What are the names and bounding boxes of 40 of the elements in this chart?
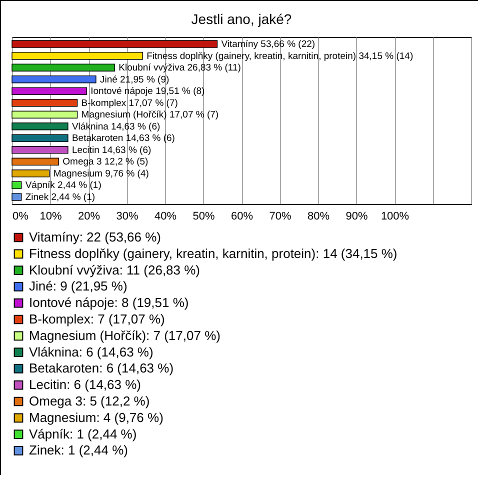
data-label: Vápník 2,44 % (1) bbox=[25, 180, 102, 192]
x-tick-label: 20% bbox=[78, 210, 100, 222]
data-label: Magnesium 9,76 % (4) bbox=[53, 168, 149, 180]
legend-label: Jiné: 9 (21,95 %) bbox=[29, 278, 128, 294]
data-label: Iontové nápoje 19,51 % (8) bbox=[90, 86, 205, 98]
legend-label: Vápník: 1 (2,44 %) bbox=[29, 426, 137, 442]
chart-title: Jestli ano, jaké? bbox=[191, 11, 292, 27]
x-tick-label: 50% bbox=[192, 210, 215, 222]
data-label: Omega 3 12,2 % (5) bbox=[62, 156, 148, 168]
data-label: Betakaroten 14,63 % (6) bbox=[72, 133, 175, 144]
legend-label: Vláknina: 6 (14,63 %) bbox=[29, 344, 154, 360]
legend-label: Lecitin: 6 (14,63 %) bbox=[29, 377, 142, 392]
data-label: Vláknina 14,63 % (6) bbox=[72, 121, 160, 132]
legend-label: Magnesium: 4 (9,76 %) bbox=[29, 410, 164, 425]
x-tick-label: 10% bbox=[40, 210, 62, 222]
data-label: Fitness doplňky (gainery, kreatin, karnitin, protein) 34,15 % (14) bbox=[146, 50, 414, 62]
legend-label: Omega 3: 5 (12,2 %) bbox=[29, 394, 150, 408]
x-tick-label: 0% bbox=[12, 210, 29, 222]
legend-label: Kloubní vvýživa: 11 (26,83 %) bbox=[29, 262, 200, 278]
data-label: Kloubní vvýživa 26,83 % (11) bbox=[118, 62, 241, 74]
x-tick-label: 90% bbox=[346, 210, 368, 222]
legend-label: Zinek: 1 (2,44 %) bbox=[29, 442, 128, 458]
legend-label: Fitness doplňky (gainery, kreatin, karnitin, protein): 14 (34,15 %) bbox=[29, 246, 398, 261]
data-label: Zinek 2,44 % (1) bbox=[25, 192, 96, 203]
x-tick-label: 30% bbox=[116, 210, 138, 222]
legend-label: B-komplex: 7 (17,07 %) bbox=[29, 312, 165, 326]
x-tick-label: 80% bbox=[307, 210, 330, 222]
x-tick-label: 40% bbox=[154, 210, 177, 222]
x-tick-label: 70% bbox=[269, 210, 292, 222]
legend-label: Magnesium (Hořčík): 7 (17,07 %) bbox=[29, 328, 220, 343]
x-tick-label: 60% bbox=[230, 210, 254, 222]
data-label: Magnesium (Hořčík) 17,07 % (7) bbox=[81, 110, 219, 121]
legend-label: Iontové nápoje: 8 (19,51 %) bbox=[29, 295, 189, 310]
legend-label: Vitamíny: 22 (53,66 %) bbox=[29, 230, 161, 244]
data-label: Lecitin 14,63 % (6) bbox=[72, 144, 152, 156]
data-label: B-komplex 17,07 % (7) bbox=[81, 98, 178, 109]
data-label: Jiné 21,95 % (9) bbox=[100, 74, 170, 86]
x-tick-label: 100% bbox=[380, 210, 410, 222]
data-label: Vitamíny 53,66 % (22) bbox=[221, 39, 316, 50]
legend-label: Betakaroten: 6 (14,63 %) bbox=[29, 360, 174, 376]
